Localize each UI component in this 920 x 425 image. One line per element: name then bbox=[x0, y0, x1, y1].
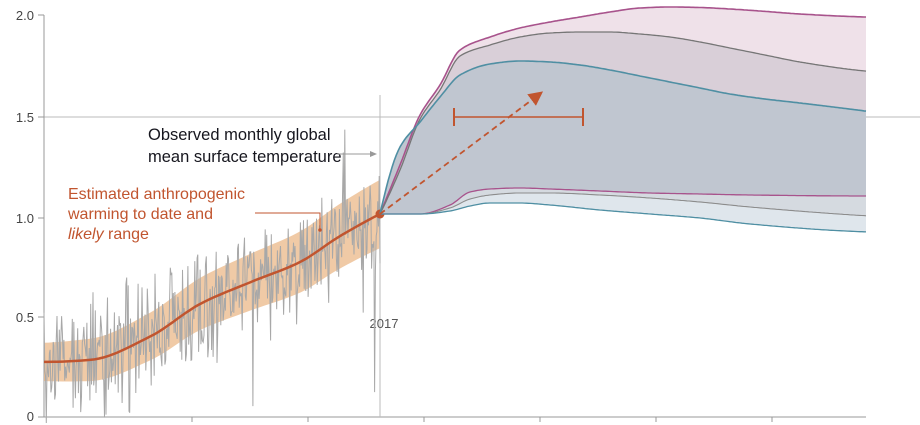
svg-text:0.5: 0.5 bbox=[16, 310, 34, 325]
svg-text:Observed monthly global: Observed monthly global bbox=[148, 126, 331, 144]
svg-text:2.0: 2.0 bbox=[16, 8, 34, 23]
svg-text:likely range: likely range bbox=[68, 226, 149, 243]
svg-text:warming to date and: warming to date and bbox=[67, 206, 213, 223]
svg-text:1.5: 1.5 bbox=[16, 110, 34, 125]
svg-text:mean surface temperature: mean surface temperature bbox=[148, 148, 342, 166]
svg-text:1.0: 1.0 bbox=[16, 211, 34, 226]
svg-text:Estimated anthropogenic: Estimated anthropogenic bbox=[68, 186, 245, 203]
svg-text:0: 0 bbox=[27, 409, 34, 424]
